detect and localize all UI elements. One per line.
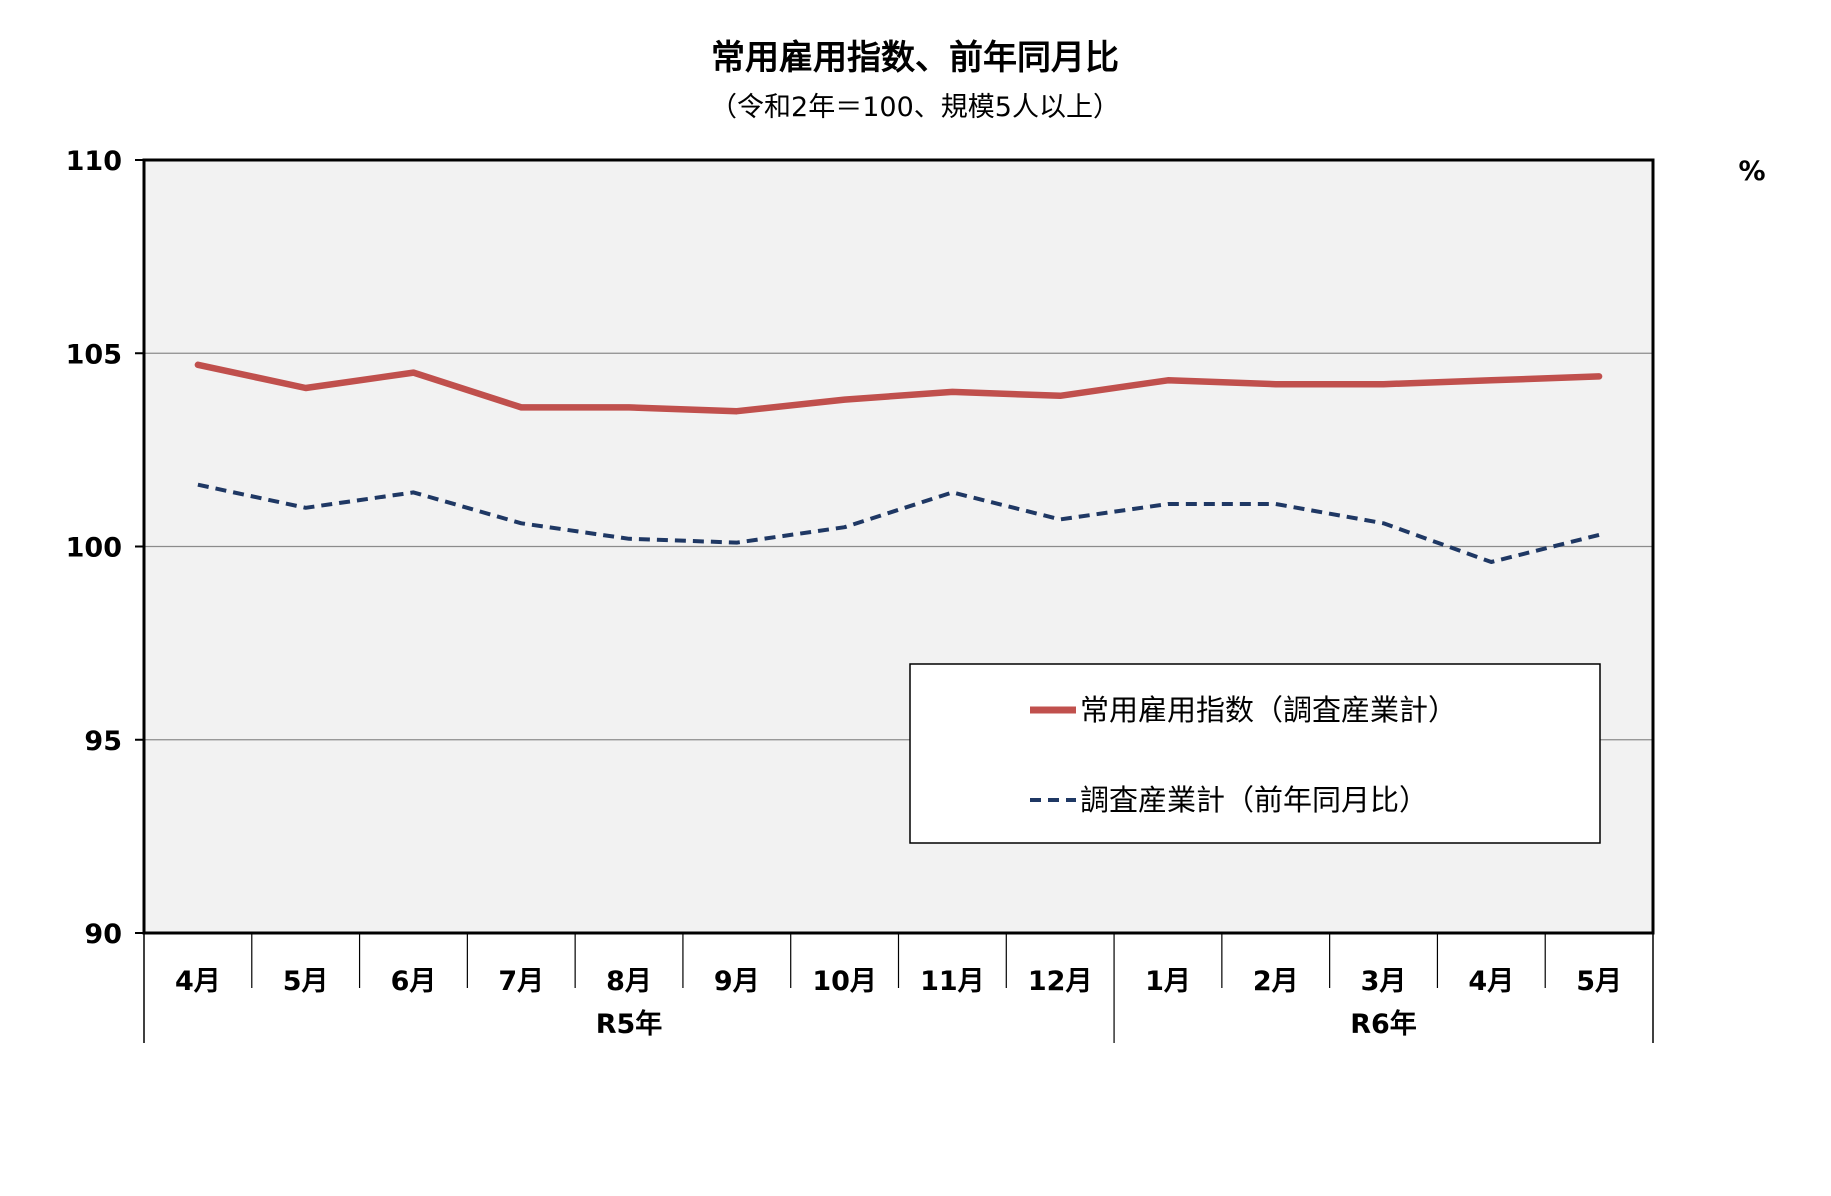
legend-label-index: 常用雇用指数（調査産業計） xyxy=(1080,693,1457,727)
x-tick-label: 4月 xyxy=(1468,966,1514,997)
x-group-label: R5年 xyxy=(596,1008,663,1040)
legend-box xyxy=(909,663,1601,844)
y-tick-label: 110 xyxy=(66,146,122,177)
series-line-index xyxy=(194,361,1603,415)
x-tick-label: 6月 xyxy=(391,966,437,997)
y-axis: 90 95 100 105 110 xyxy=(66,146,144,950)
x-tick-label: 9月 xyxy=(714,966,760,997)
x-tick-label: 7月 xyxy=(498,966,544,997)
x-tick-label: 5月 xyxy=(1576,966,1622,997)
series-line-yoy xyxy=(197,482,1600,564)
y-tick-label: 105 xyxy=(66,339,122,370)
x-tick-label: 4月 xyxy=(175,966,221,997)
x-tick-label: 11月 xyxy=(920,966,985,997)
x-tick-label: 10月 xyxy=(812,966,877,997)
y-tick-label: 95 xyxy=(84,726,122,757)
y-tick-label: 100 xyxy=(66,533,122,564)
legend: 常用雇用指数（調査産業計） 調査産業計（前年同月比） xyxy=(909,663,1601,844)
x-tick-label: 5月 xyxy=(283,966,329,997)
series-lines xyxy=(194,361,1603,564)
chart-subtitle: （令和2年＝100、規模5人以上） xyxy=(710,92,1120,123)
x-axis: 4月 5月 6月 7月 8月 9月 10月 11月 12月 1月 2月 3月 4月 5月 R5年 R6年 xyxy=(143,933,1654,1043)
unit-label: % xyxy=(1738,156,1765,187)
x-tick-label: 1月 xyxy=(1145,966,1191,997)
y-tick-label: 90 xyxy=(84,919,122,950)
x-tick-label: 2月 xyxy=(1253,966,1299,997)
x-tick-label: 12月 xyxy=(1028,966,1093,997)
x-group-label: R6年 xyxy=(1350,1008,1417,1040)
legend-label-yoy: 調査産業計（前年同月比） xyxy=(1080,783,1428,817)
x-tick-label: 8月 xyxy=(606,966,652,997)
chart-title: 常用雇用指数、前年同月比 xyxy=(711,38,1119,78)
x-tick-label: 3月 xyxy=(1361,966,1407,997)
